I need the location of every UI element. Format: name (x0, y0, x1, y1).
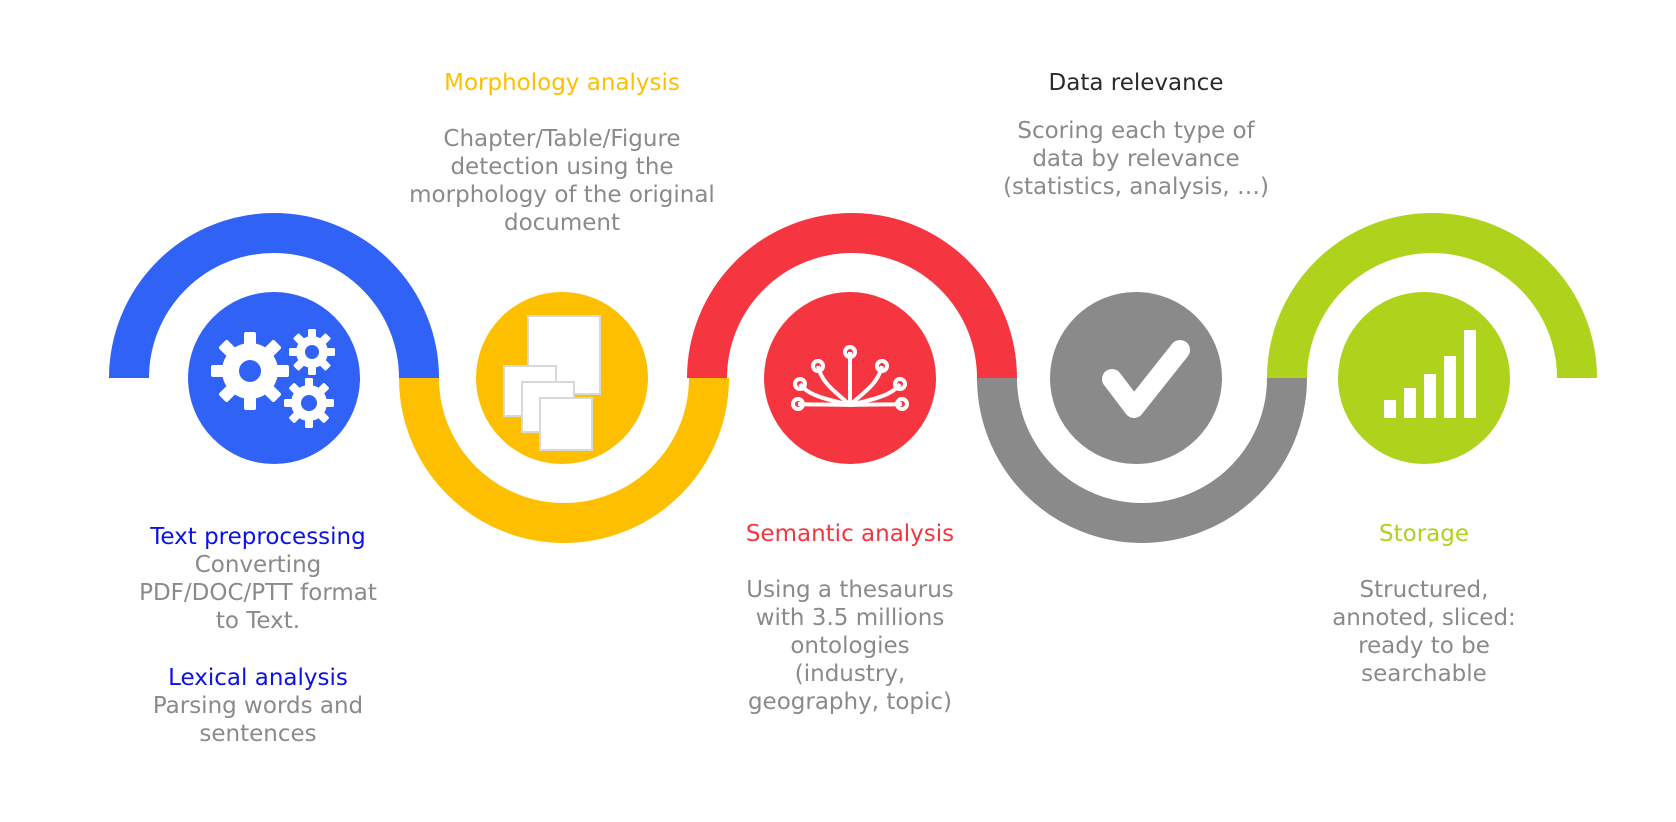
documents-icon (503, 315, 601, 451)
checkmark-icon (1102, 340, 1190, 418)
desc-lexical-analysis: Parsing words and sentences (152, 693, 364, 747)
desc-text-preprocessing: Converting PDF/DOC/PTT format to Text. (139, 552, 377, 634)
title-data-relevance: Data relevance (1048, 70, 1224, 96)
desc-storage: Structured, annoted, sliced: ready to be… (1332, 577, 1516, 687)
arc-gray (977, 377, 1307, 543)
arc-blue (109, 213, 439, 379)
arc-yellow (399, 377, 729, 543)
network-nodes-icon (791, 345, 909, 411)
desc-semantic-analysis: Using a thesaurus with 3.5 millions onto… (746, 577, 954, 715)
title-semantic-analysis: Semantic analysis (745, 521, 955, 547)
bar-chart-icon (1384, 330, 1476, 418)
title-lexical-analysis: Lexical analysis (168, 665, 348, 691)
arc-green (1267, 213, 1597, 379)
desc-data-relevance: Scoring each type of data by relevance (… (1003, 118, 1269, 200)
title-morphology-analysis: Morphology analysis (444, 70, 680, 96)
title-text-preprocessing: Text preprocessing (150, 524, 366, 550)
arc-red (687, 213, 1017, 379)
desc-morphology-analysis: Chapter/Table/Figure detection using the… (409, 126, 715, 236)
title-storage: Storage (1379, 521, 1469, 547)
gears-icon (211, 329, 335, 428)
node-gray (1050, 292, 1222, 464)
